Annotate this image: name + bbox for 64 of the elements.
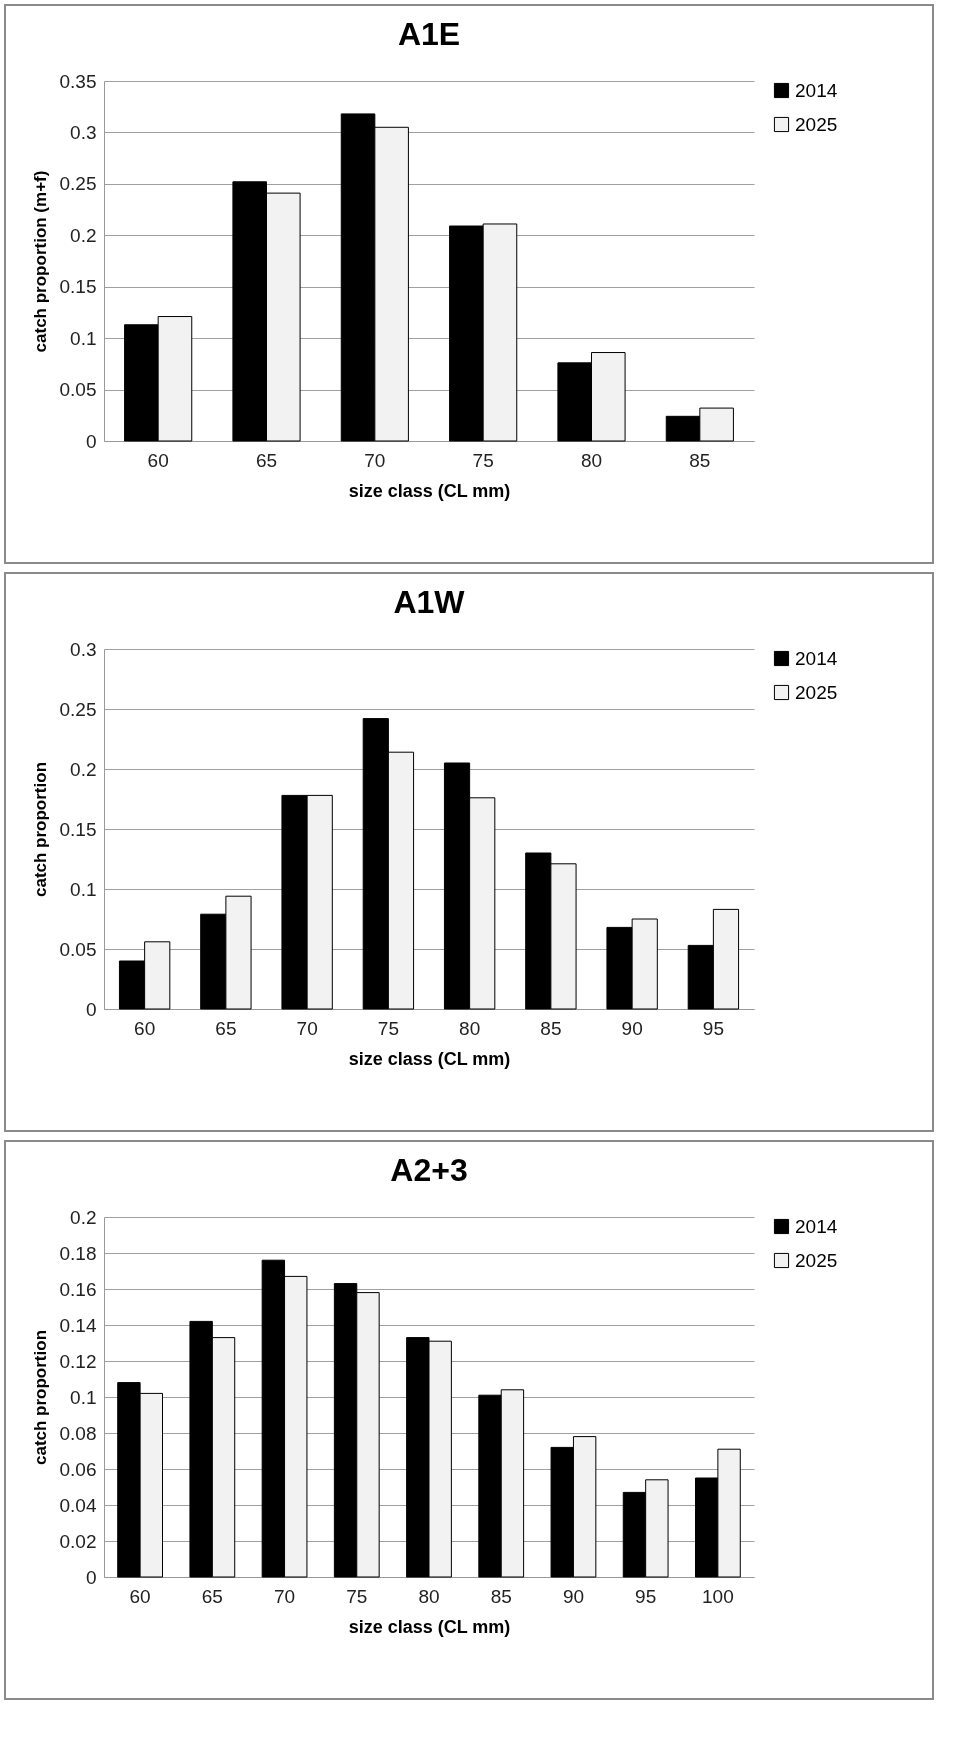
y-tick-label: 0.1 <box>70 1386 97 1408</box>
legend-label: 2025 <box>795 681 838 703</box>
y-tick-label: 0.25 <box>59 698 97 720</box>
x-tick-label: 75 <box>346 1585 368 1607</box>
y-tick-label: 0 <box>85 998 97 1020</box>
y-axis-title: catch proportion (m+f) <box>30 170 50 353</box>
x-tick-label: 60 <box>134 1017 156 1039</box>
y-tick-label: 0 <box>85 430 97 452</box>
y-axis-title: catch proportion <box>30 761 50 898</box>
y-tick-label: 0.18 <box>59 1242 97 1264</box>
x-axis-title: size class (CL mm) <box>348 1616 511 1637</box>
x-tick-label: 65 <box>215 1017 237 1039</box>
x-axis-title: size class (CL mm) <box>348 1048 511 1069</box>
x-tick-label: 60 <box>129 1585 151 1607</box>
y-tick-label: 0.2 <box>70 1206 97 1228</box>
y-tick-label: 0.12 <box>59 1350 97 1372</box>
y-tick-label: 0.35 <box>59 70 97 92</box>
y-tick-label: 0.3 <box>70 638 97 660</box>
x-tick-label: 90 <box>562 1585 585 1607</box>
chart-title: A2+3 <box>390 1152 468 1188</box>
y-axis-title: catch proportion <box>30 1329 50 1466</box>
y-tick-label: 0.06 <box>59 1458 97 1480</box>
y-tick-label: 0.25 <box>59 173 97 195</box>
x-axis-title: size class (CL mm) <box>348 480 511 501</box>
y-tick-label: 0.14 <box>59 1314 97 1336</box>
y-tick-label: 0.08 <box>59 1422 97 1444</box>
legend-label: 2014 <box>795 647 838 669</box>
y-tick-label: 0.15 <box>59 818 97 840</box>
legend-label: 2014 <box>795 1215 838 1237</box>
legend-label: 2025 <box>795 113 838 135</box>
chart-title: A1W <box>393 584 466 620</box>
x-tick-label: 95 <box>702 1017 724 1039</box>
x-tick-label: 80 <box>418 1585 440 1607</box>
y-tick-label: 0.1 <box>70 327 97 349</box>
y-tick-label: 0.2 <box>70 758 97 780</box>
x-tick-label: 70 <box>296 1017 318 1039</box>
y-tick-label: 0.1 <box>70 878 97 900</box>
x-tick-label: 85 <box>540 1017 562 1039</box>
x-tick-label: 75 <box>377 1017 399 1039</box>
y-tick-label: 0.04 <box>59 1494 97 1516</box>
y-tick-label: 0.05 <box>59 379 97 401</box>
legend-label: 2014 <box>795 79 838 101</box>
x-tick-label: 70 <box>364 449 386 471</box>
x-tick-label: 75 <box>472 449 494 471</box>
x-tick-label: 80 <box>580 449 603 471</box>
x-tick-label: 65 <box>255 449 278 471</box>
legend-label: 2025 <box>795 1249 838 1271</box>
x-tick-label: 100 <box>702 1585 734 1607</box>
y-tick-label: 0.16 <box>59 1278 97 1300</box>
y-tick-label: 0.02 <box>59 1530 97 1552</box>
x-tick-label: 60 <box>147 449 169 471</box>
y-tick-label: 0.05 <box>59 938 97 960</box>
x-tick-label: 85 <box>689 449 711 471</box>
y-tick-label: 0.3 <box>70 121 97 143</box>
y-tick-label: 0.2 <box>70 224 97 246</box>
x-tick-label: 70 <box>273 1585 296 1607</box>
y-tick-label: 0 <box>85 1566 97 1588</box>
chart-title: A1E <box>397 16 461 52</box>
x-tick-label: 85 <box>490 1585 512 1607</box>
x-tick-label: 90 <box>621 1017 643 1039</box>
x-tick-label: 65 <box>201 1585 223 1607</box>
x-tick-label: 80 <box>459 1017 481 1039</box>
x-tick-label: 95 <box>635 1585 657 1607</box>
y-tick-label: 0.15 <box>59 276 97 298</box>
